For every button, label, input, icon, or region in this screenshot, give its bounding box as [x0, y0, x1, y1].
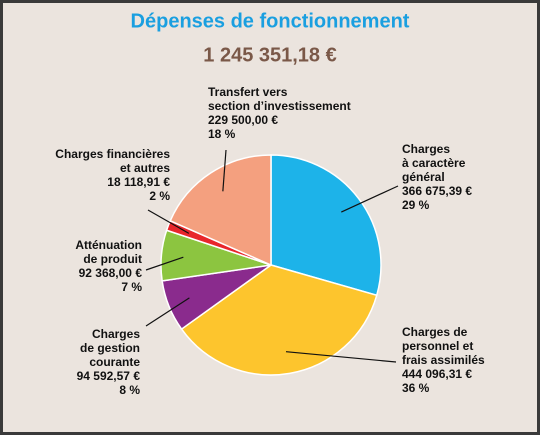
- value-label: 444 096,31 €: [402, 367, 472, 381]
- value-label: 229 500,00 €: [208, 113, 278, 127]
- slice-label: frais assimilés: [402, 353, 485, 367]
- slice-label: Charges financières: [55, 147, 170, 161]
- slice-label: à caractère: [402, 156, 466, 170]
- value-label: 366 675,39 €: [402, 184, 472, 198]
- slice-label: personnel et: [402, 339, 473, 353]
- leader-line: [145, 297, 190, 327]
- percent-label: 18 %: [208, 127, 236, 141]
- percent-label: 2 %: [149, 189, 170, 203]
- value-label: 94 592,57 €: [77, 369, 141, 383]
- value-label: 92 368,00 €: [79, 266, 143, 280]
- leader-line: [285, 351, 397, 363]
- slice-label: courante: [89, 355, 140, 369]
- chart-title: Dépenses de fonctionnement: [131, 10, 410, 32]
- slice-label: général: [402, 170, 445, 184]
- percent-label: 8 %: [119, 383, 140, 397]
- pie-slice: [169, 154, 272, 267]
- leader-line: [341, 185, 399, 213]
- slice-label: Transfert vers: [208, 85, 288, 99]
- slice-label: de gestion: [80, 341, 140, 355]
- percent-label: 36 %: [402, 381, 430, 395]
- percent-label: 7 %: [121, 280, 142, 294]
- slice-label: Charges: [92, 327, 140, 341]
- slice-label: de produit: [83, 252, 142, 266]
- pie-slice: [180, 264, 378, 376]
- value-label: 18 118,91 €: [107, 175, 170, 189]
- slice-label: Charges: [402, 142, 450, 156]
- percent-label: 29 %: [402, 198, 430, 212]
- slice-label: Atténuation: [75, 238, 142, 252]
- slice-label: et autres: [120, 161, 170, 175]
- chart-subtitle: 1 245 351,18 €: [203, 44, 336, 66]
- leader-line: [222, 149, 227, 192]
- slice-label: Charges de: [402, 325, 468, 339]
- leader-line: [147, 209, 190, 234]
- leader-line: [145, 256, 184, 271]
- slice-label: section d’investissement: [208, 99, 351, 113]
- pie-slice: [270, 154, 382, 297]
